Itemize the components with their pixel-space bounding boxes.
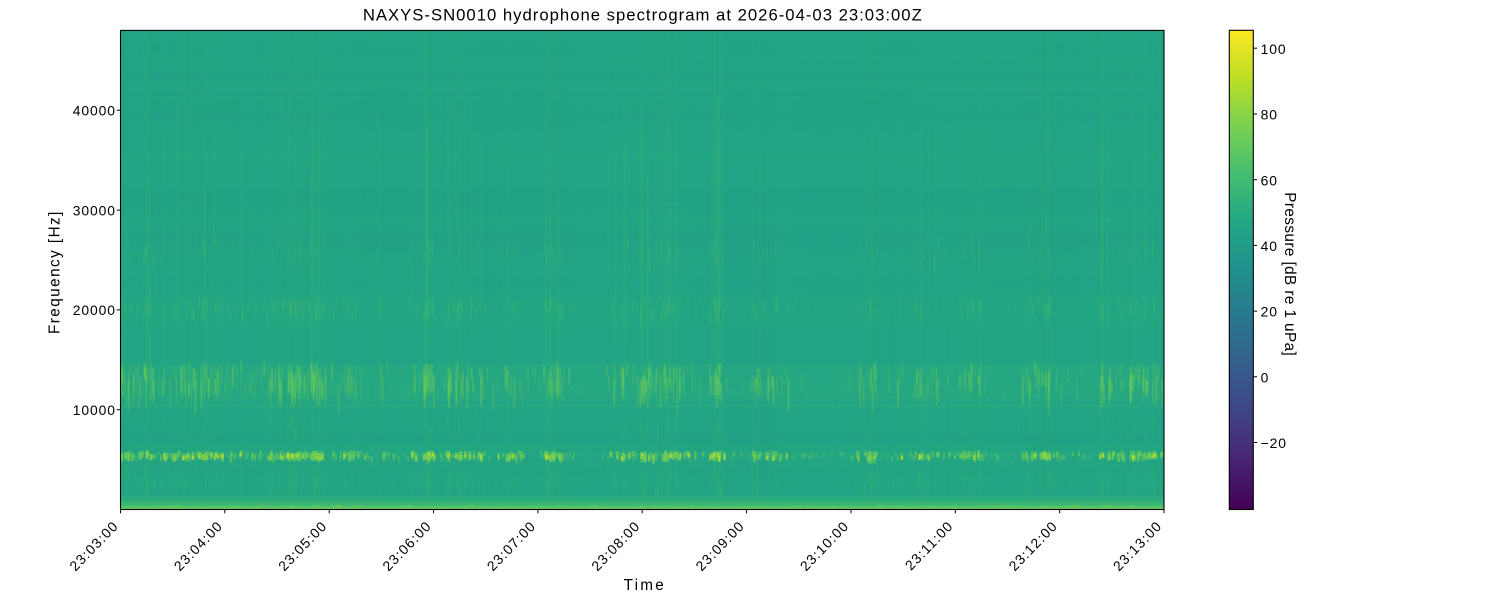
svg-text:Time: Time [624, 577, 666, 594]
svg-text:100: 100 [1261, 41, 1287, 57]
svg-text:60: 60 [1261, 172, 1278, 188]
svg-text:40: 40 [1261, 238, 1278, 254]
svg-text:30000: 30000 [73, 202, 116, 218]
svg-text:80: 80 [1261, 107, 1278, 123]
svg-text:0: 0 [1261, 369, 1270, 385]
svg-text:Pressure [dB re 1 uPa]: Pressure [dB re 1 uPa] [1281, 192, 1298, 356]
svg-text:20: 20 [1261, 304, 1278, 320]
svg-text:10000: 10000 [73, 402, 116, 418]
svg-text:40000: 40000 [73, 103, 116, 119]
svg-text:NAXYS-SN0010 hydrophone spectr: NAXYS-SN0010 hydrophone spectrogram at 2… [363, 6, 923, 25]
svg-text:Frequency [Hz]: Frequency [Hz] [47, 210, 64, 334]
svg-text:−20: −20 [1261, 435, 1287, 451]
svg-text:20000: 20000 [73, 302, 116, 318]
